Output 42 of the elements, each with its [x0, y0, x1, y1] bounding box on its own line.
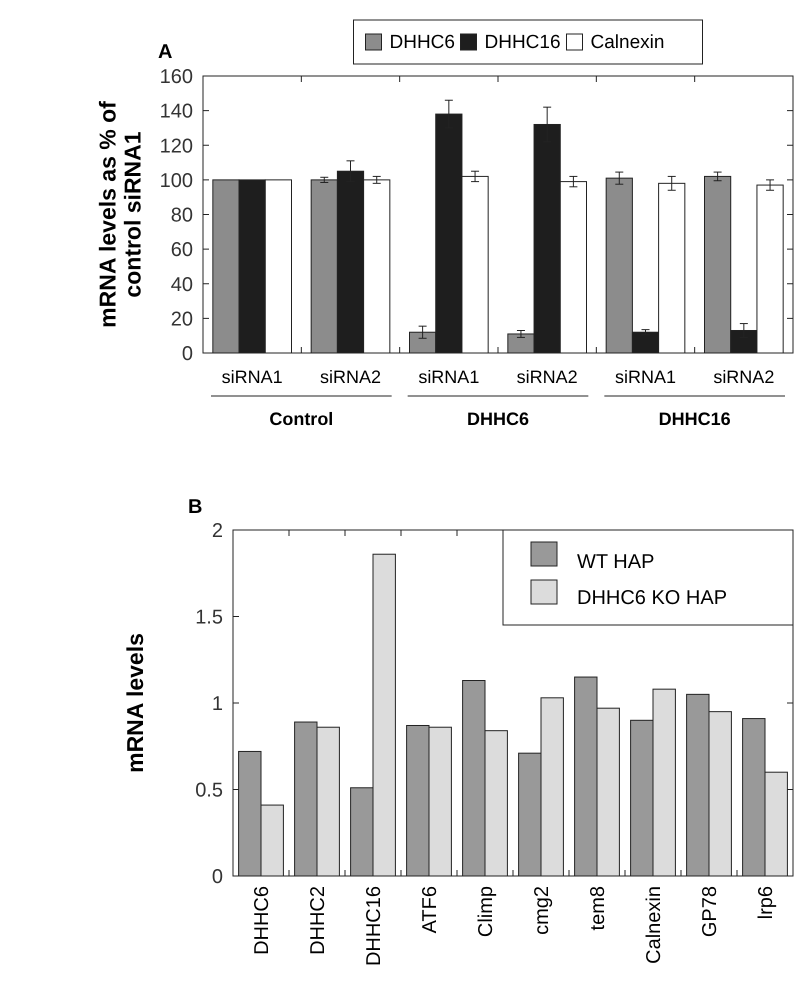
text: DHHC6: [466, 409, 530, 429]
x-tick-label: siRNA1: [222, 367, 283, 387]
x-tick-label: tem8: [587, 886, 609, 930]
y-tick-label: 140: [160, 100, 193, 123]
x-tick-label: DHHC2: [307, 886, 329, 955]
text: Control: [269, 409, 334, 429]
legend-label: Calnexin: [590, 32, 664, 53]
x-tick-label: Climp: [475, 886, 497, 938]
x-tick-label: siRNA1: [614, 367, 676, 387]
legend-label: WT HAP: [577, 551, 654, 573]
x-tick-label: siRNA1: [418, 367, 480, 387]
y-tick-label: 160: [160, 66, 193, 88]
y-tick-label: 0: [212, 866, 223, 888]
y-tick-label: 80: [170, 204, 193, 226]
y-tick-label: 40: [170, 274, 193, 296]
y-tick-label: 100: [160, 170, 193, 192]
y-tick-label: 1.5: [195, 606, 223, 628]
x-tick-label: ATF6: [419, 886, 441, 934]
y-tick-label: 0: [182, 343, 193, 365]
y-tick-label: 1: [212, 693, 223, 715]
x-tick-label: Calnexin: [643, 886, 665, 964]
x-tick-label: cmg2: [531, 886, 553, 935]
y-axis-title: mRNA levels: [122, 633, 148, 773]
x-tick-label: lrp6: [755, 886, 777, 920]
legend-label: DHHC6: [390, 32, 455, 53]
x-tick-label: siRNA2: [516, 367, 578, 387]
x-tick-label: DHHC16: [363, 886, 385, 966]
legend-label: DHHC6 KO HAP: [577, 587, 728, 609]
y-tick-label: 120: [160, 135, 193, 158]
x-tick-label: siRNA2: [713, 367, 774, 387]
y-tick-label: 20: [170, 308, 193, 330]
text: DHHC16: [658, 409, 731, 429]
x-tick-label: GP78: [699, 886, 721, 938]
x-tick-label: DHHC6: [251, 886, 273, 955]
x-tick-label: siRNA2: [320, 367, 382, 387]
chart-title: A: [158, 41, 172, 63]
chart-title: B: [188, 496, 202, 518]
y-tick-label: 60: [170, 239, 193, 262]
legend-label: DHHC16: [484, 32, 561, 53]
y-tick-label: 0.5: [195, 780, 223, 802]
y-tick-label: 2: [212, 520, 223, 542]
y-axis-title: mRNA levels as % of control siRNA1: [94, 100, 146, 328]
